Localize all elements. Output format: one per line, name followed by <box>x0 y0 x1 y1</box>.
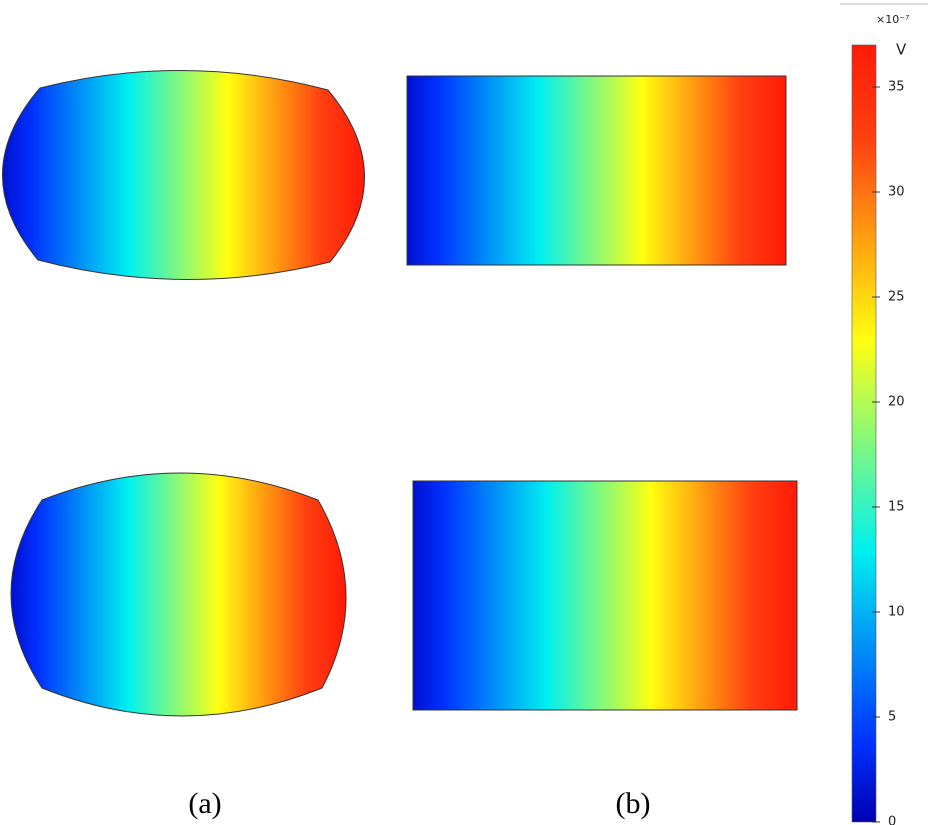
rectangle-shape <box>412 480 798 711</box>
tick-label: 25 <box>888 290 905 305</box>
tick-label: 5 <box>888 710 896 725</box>
panel-label: (b) <box>616 787 651 820</box>
rectangle-shape <box>406 75 787 266</box>
tick-label: 30 <box>888 185 905 200</box>
tick-label: 15 <box>888 500 905 515</box>
tick-label: 10 <box>888 605 905 620</box>
barrel-shape <box>10 472 347 717</box>
barrel-shape <box>2 70 365 280</box>
tick-label: 20 <box>888 395 905 410</box>
colorbar: 0 5 10 15 20 25 30 35 <box>851 44 905 825</box>
panel-label: (a) <box>188 787 221 820</box>
colorbar-unit: V <box>896 41 907 59</box>
colorbar-scale <box>851 44 877 823</box>
tick-label: 0 <box>888 815 896 825</box>
tick-label: 35 <box>888 80 905 95</box>
colorbar-multiplier: ×10⁻⁷ <box>876 13 909 26</box>
